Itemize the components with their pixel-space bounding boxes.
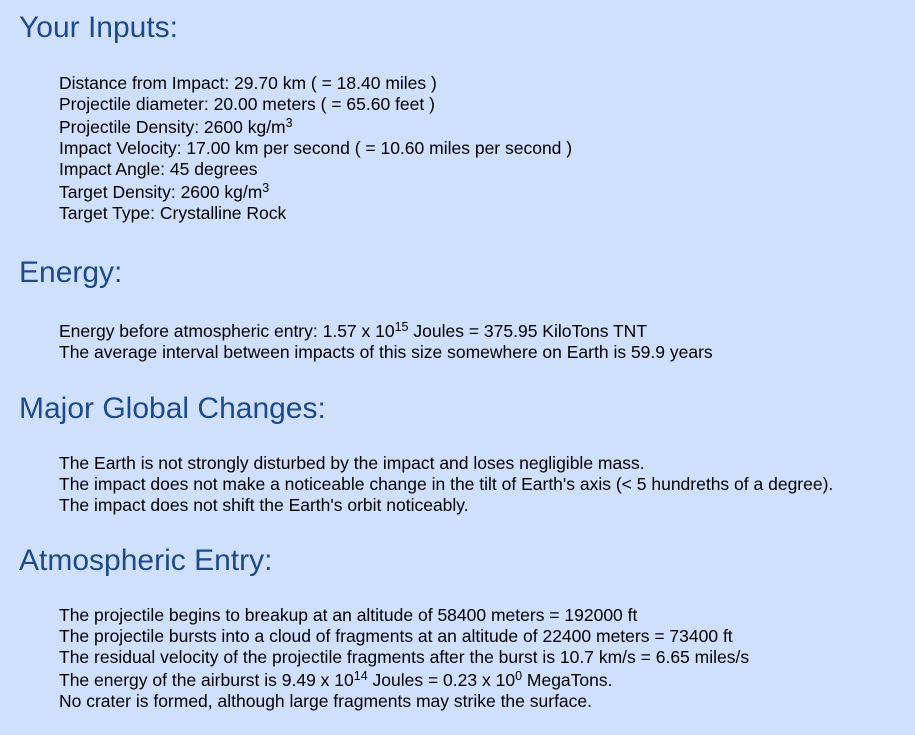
diameter-text: Projectile diameter: 20.00 meters ( = 65… (59, 94, 435, 114)
target-density-text: Target Density: 2600 kg/m3 (59, 180, 572, 203)
global-changes-list: The Earth is not strongly disturbed by t… (59, 453, 833, 516)
projectile-density-label: Projectile Density: 2600 kg/m (59, 117, 286, 137)
energy-heading: Energy: (19, 256, 123, 289)
entry-energy-exponent: 15 (394, 320, 409, 334)
distance-text: Distance from Impact: 29.70 km ( = 18.40… (59, 73, 437, 93)
impact-interval-text: The average interval between impacts of … (59, 342, 713, 362)
global-change-mass-text: The Earth is not strongly disturbed by t… (59, 453, 645, 473)
global-change-orbit-text: The impact does not shift the Earth's or… (59, 495, 469, 515)
entry-energy-label: Energy before atmospheric entry: 1.57 x … (59, 321, 395, 341)
global-change-tilt-text: The impact does not make a noticeable ch… (59, 474, 834, 494)
atmospheric-entry-heading: Atmospheric Entry: (19, 544, 273, 577)
target-type-text: Target Type: Crystalline Rock (59, 203, 287, 223)
airburst-energy-text: The energy of the airburst is 9.49 x 101… (59, 668, 749, 691)
residual-velocity-text: The residual velocity of the projectile … (59, 647, 750, 667)
target-density-exponent: 3 (262, 181, 270, 195)
angle-text: Impact Angle: 45 degrees (59, 159, 258, 179)
breakup-altitude-text: The projectile begins to breakup at an a… (59, 605, 638, 625)
burst-altitude-text: The projectile bursts into a cloud of fr… (59, 626, 733, 646)
inputs-heading: Your Inputs: (19, 11, 179, 44)
entry-energy-value: Joules = 375.95 KiloTons TNT (408, 321, 648, 341)
airburst-energy-label: The energy of the airburst is 9.49 x 10 (59, 670, 354, 690)
airburst-megatons-exponent: 0 (515, 669, 523, 683)
airburst-joules-exponent: 14 (353, 669, 368, 683)
global-changes-heading: Major Global Changes: (19, 392, 326, 425)
projectile-density-text: Projectile Density: 2600 kg/m3 (59, 115, 572, 138)
projectile-density-exponent: 3 (285, 116, 293, 130)
inputs-list: Distance from Impact: 29.70 km ( = 18.40… (59, 73, 572, 224)
airburst-energy-mid: Joules = 0.23 x 10 (367, 670, 516, 690)
energy-list: Energy before atmospheric entry: 1.57 x … (59, 319, 713, 363)
entry-energy-text: Energy before atmospheric entry: 1.57 x … (59, 319, 713, 342)
atmospheric-entry-list: The projectile begins to breakup at an a… (59, 605, 749, 712)
airburst-energy-unit: MegaTons. (522, 670, 613, 690)
target-density-label: Target Density: 2600 kg/m (59, 182, 263, 202)
velocity-text: Impact Velocity: 17.00 km per second ( =… (59, 138, 573, 158)
crater-text: No crater is formed, although large frag… (59, 691, 593, 711)
